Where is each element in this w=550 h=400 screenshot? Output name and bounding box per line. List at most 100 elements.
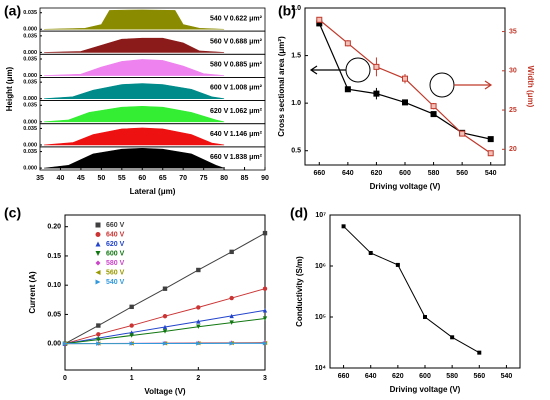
legend-marker [95, 270, 101, 275]
marker [262, 230, 268, 236]
y-tick-label: 35 [509, 28, 517, 35]
marker [423, 315, 427, 319]
marker [162, 286, 168, 291]
profile-area [44, 9, 225, 30]
marker [96, 341, 101, 346]
panel-label: (a) [4, 3, 21, 19]
x-tick-label: 580 [428, 170, 440, 177]
profile-area [44, 37, 225, 53]
x-tick-label: 540 [501, 373, 513, 380]
y-tick-label: 0.000 [23, 166, 37, 172]
legend-label: 620 V [106, 241, 125, 248]
y-tick-label: 0.035 [23, 103, 37, 109]
y-tick-label: 0.035 [23, 80, 37, 86]
marker [487, 150, 494, 157]
x-tick-label: 560 [456, 170, 468, 177]
marker [373, 63, 380, 70]
profile-annotation: 0.622 μm² [230, 15, 263, 22]
legend-marker [95, 279, 101, 285]
y-tick-label: 0.05 [47, 311, 61, 318]
profile-annotation: 1.062 μm² [230, 108, 263, 115]
x-tick-label: 580 [446, 373, 458, 380]
y-tick-label: 0.00 [47, 341, 61, 348]
x-tick-label: 85 [241, 175, 249, 182]
marker [229, 249, 234, 255]
callout-arrow [309, 65, 346, 75]
x-tick-label: 70 [179, 175, 187, 182]
legend-marker [95, 222, 101, 228]
legend-label: 580 V [106, 260, 125, 267]
series-line [343, 225, 480, 354]
marker [262, 286, 268, 291]
y-axis-label: Current (A) [28, 271, 37, 314]
y-tick-label: 10⁵ [315, 314, 326, 321]
row-frame [39, 146, 266, 171]
callout-circle [429, 72, 455, 98]
y-tick-label: 10⁷ [315, 212, 326, 219]
y-tick-label: 0.10 [47, 282, 61, 289]
x-axis-label: Driving voltage (V) [390, 385, 461, 394]
y-tick-label: 0.035 [23, 10, 37, 16]
x-tick-label: 600 [419, 373, 431, 380]
legend-label: 540 V [106, 279, 125, 286]
profile-name: 660 V [210, 154, 229, 161]
x-tick-label: 1 [130, 375, 134, 382]
marker [62, 341, 68, 346]
x-axis-label: Driving voltage (V) [370, 182, 441, 191]
y-tick-label: 0.20 [47, 224, 61, 231]
y-tick-label: 10⁴ [315, 365, 327, 372]
profile-annotation: 0.885 μm² [230, 62, 263, 69]
profile-annotation: 1.008 μm² [230, 85, 263, 92]
marker [162, 329, 168, 334]
marker [450, 335, 455, 340]
y-tick-label: 1.0 [291, 100, 301, 107]
marker [96, 337, 101, 342]
marker [262, 316, 268, 321]
profile-name: 640 V [210, 131, 229, 138]
x-tick-label: 55 [118, 175, 126, 182]
plot-frame [64, 214, 266, 371]
x-axis-label: Voltage (V) [144, 387, 186, 396]
legend-marker [95, 232, 101, 237]
y-tick-label: 0.000 [23, 73, 37, 79]
marker [129, 304, 134, 310]
profile-area [44, 59, 225, 76]
profile-name: 560 V [210, 38, 229, 45]
x-tick-label: 90 [261, 175, 269, 182]
marker [229, 313, 234, 319]
x-tick-label: 620 [371, 170, 383, 177]
y-tick-label: 0.035 [23, 126, 37, 132]
legend-marker [95, 260, 101, 266]
y-tick-label: 0.035 [23, 149, 37, 155]
marker [487, 136, 494, 143]
profile-name: 540 V [210, 15, 229, 22]
marker [477, 350, 482, 355]
marker [196, 305, 201, 310]
profile-annotation: 0.688 μm² [230, 38, 263, 45]
marker [373, 90, 380, 97]
plot-frame [304, 7, 506, 166]
marker [129, 333, 134, 338]
x-tick-label: 50 [97, 175, 105, 182]
y-tick-label: 0.000 [23, 142, 37, 148]
marker [368, 250, 373, 255]
y-tick-label: 0.035 [23, 56, 37, 62]
marker [229, 295, 234, 301]
x-tick-label: 80 [220, 175, 228, 182]
marker [430, 111, 437, 118]
panel-label: (b) [278, 3, 296, 19]
x-tick-label: 640 [365, 373, 377, 380]
marker [96, 323, 101, 328]
marker [96, 332, 101, 337]
legend-marker [95, 251, 101, 256]
marker [262, 308, 268, 313]
marker [196, 341, 201, 346]
marker [395, 262, 400, 267]
panel-label: (d) [290, 205, 308, 221]
marker [129, 323, 134, 328]
callout-circle [345, 57, 371, 83]
marker [344, 40, 351, 47]
profile-name: 580 V [210, 62, 229, 69]
marker [162, 341, 168, 346]
y-axis-label: Cross sectional area (μm²) [277, 36, 286, 137]
